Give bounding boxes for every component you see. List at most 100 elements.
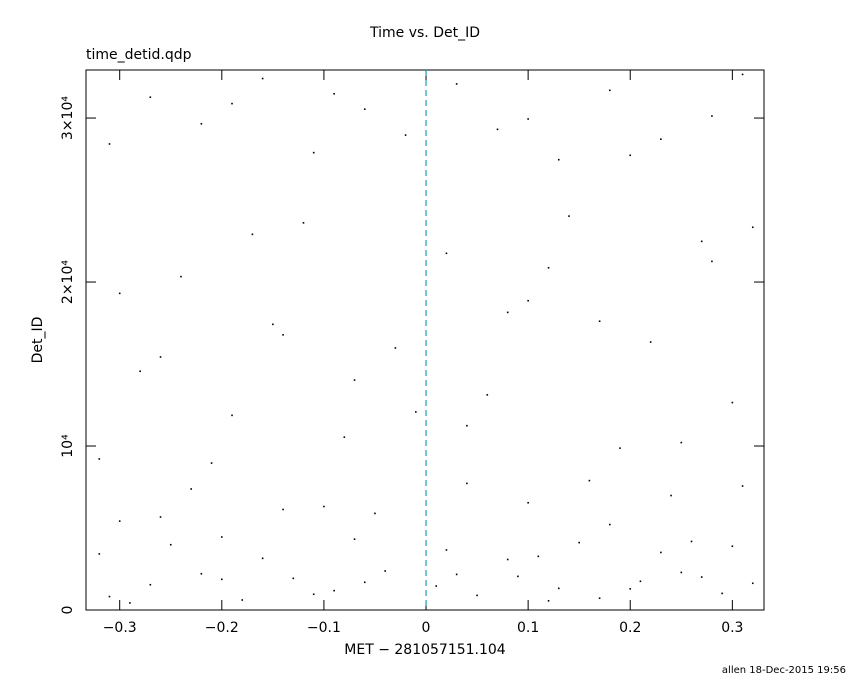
point [557, 158, 560, 161]
point [139, 370, 141, 373]
point [169, 543, 172, 546]
point [251, 233, 254, 236]
point [711, 115, 713, 117]
point [98, 553, 101, 555]
point [537, 555, 540, 558]
point [404, 134, 407, 136]
plot-frame [85, 69, 765, 611]
point [598, 320, 601, 323]
x-tick-label: −0.3 [103, 620, 137, 636]
point [476, 594, 478, 597]
point [445, 252, 448, 255]
point [517, 575, 519, 578]
point [455, 573, 458, 576]
point [629, 154, 632, 157]
point [455, 83, 458, 85]
point [149, 96, 152, 99]
point [231, 414, 233, 417]
point [221, 578, 223, 581]
point [547, 266, 550, 269]
point [415, 411, 417, 413]
point [466, 424, 468, 427]
point [660, 138, 662, 141]
point [159, 356, 162, 358]
x-tick-label: −0.1 [307, 620, 341, 636]
point [660, 551, 662, 554]
y-tick-label: 0 [60, 606, 76, 615]
point [149, 583, 152, 586]
point [557, 587, 560, 590]
point [343, 436, 346, 438]
point [578, 541, 580, 544]
point [547, 600, 550, 602]
point [751, 582, 754, 585]
point [598, 597, 601, 599]
y-tick-label: 2×10⁴ [60, 260, 76, 304]
point [466, 482, 468, 485]
point [690, 540, 693, 543]
point [363, 581, 366, 584]
point [751, 226, 754, 229]
point [741, 485, 744, 487]
point [261, 77, 264, 80]
point [272, 323, 274, 326]
point [292, 577, 295, 580]
footer: allen 18-Dec-2015 19:56 [722, 665, 846, 676]
point [118, 520, 121, 522]
chart-subtitle: time_detid.qdp [86, 47, 192, 63]
point [200, 572, 203, 575]
point [312, 593, 315, 596]
point [527, 299, 529, 302]
point [680, 571, 683, 574]
point [609, 523, 611, 526]
y-tick-label: 3×10⁴ [60, 96, 76, 140]
point [261, 557, 264, 560]
point [394, 347, 397, 349]
x-tick-label: 0.2 [619, 620, 641, 636]
point [527, 118, 529, 120]
x-tick-label: 0.3 [721, 620, 743, 636]
chart-title: Time vs. Det_ID [369, 25, 480, 41]
point [649, 341, 652, 343]
point [568, 215, 570, 217]
x-tick-label: −0.2 [205, 620, 239, 636]
point [506, 311, 509, 314]
x-tick-label: 0.1 [517, 620, 539, 636]
point [282, 508, 284, 511]
x-axis-label: MET − 281057151.104 [344, 642, 506, 658]
point [353, 379, 356, 381]
point [435, 585, 438, 587]
point [333, 589, 335, 592]
point [384, 570, 386, 572]
point [190, 488, 192, 490]
point [108, 595, 111, 598]
point [486, 394, 489, 396]
point [639, 580, 642, 583]
point [374, 512, 376, 515]
point [496, 128, 499, 131]
point [333, 92, 335, 95]
point [731, 545, 734, 548]
point [221, 536, 223, 538]
y-tick-label: 10⁴ [60, 434, 76, 458]
point [210, 462, 213, 464]
point [700, 240, 703, 243]
point [129, 602, 131, 604]
point [108, 143, 111, 145]
point [609, 89, 611, 92]
point [711, 260, 713, 263]
point [721, 592, 723, 595]
point [312, 151, 315, 154]
point [731, 401, 734, 404]
point [159, 516, 162, 518]
point [680, 441, 683, 444]
point [200, 122, 203, 125]
point [741, 73, 744, 76]
point [363, 108, 366, 110]
point [527, 501, 529, 504]
point [323, 505, 325, 508]
point [629, 588, 632, 590]
point [98, 458, 101, 460]
point [241, 599, 244, 601]
